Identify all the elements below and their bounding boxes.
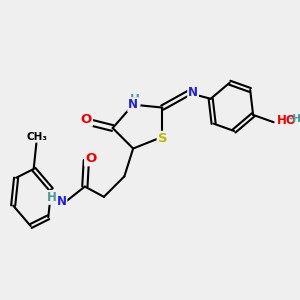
Text: S: S <box>158 132 167 145</box>
Text: N: N <box>128 98 138 111</box>
Text: O: O <box>81 113 92 126</box>
Text: H: H <box>47 191 57 204</box>
Text: N: N <box>188 86 198 99</box>
Text: -H: -H <box>288 114 300 124</box>
Text: N: N <box>56 195 67 208</box>
Text: HO: HO <box>277 114 297 127</box>
Text: CH₃: CH₃ <box>26 132 47 142</box>
Text: H: H <box>130 93 140 106</box>
Text: O: O <box>85 152 96 165</box>
